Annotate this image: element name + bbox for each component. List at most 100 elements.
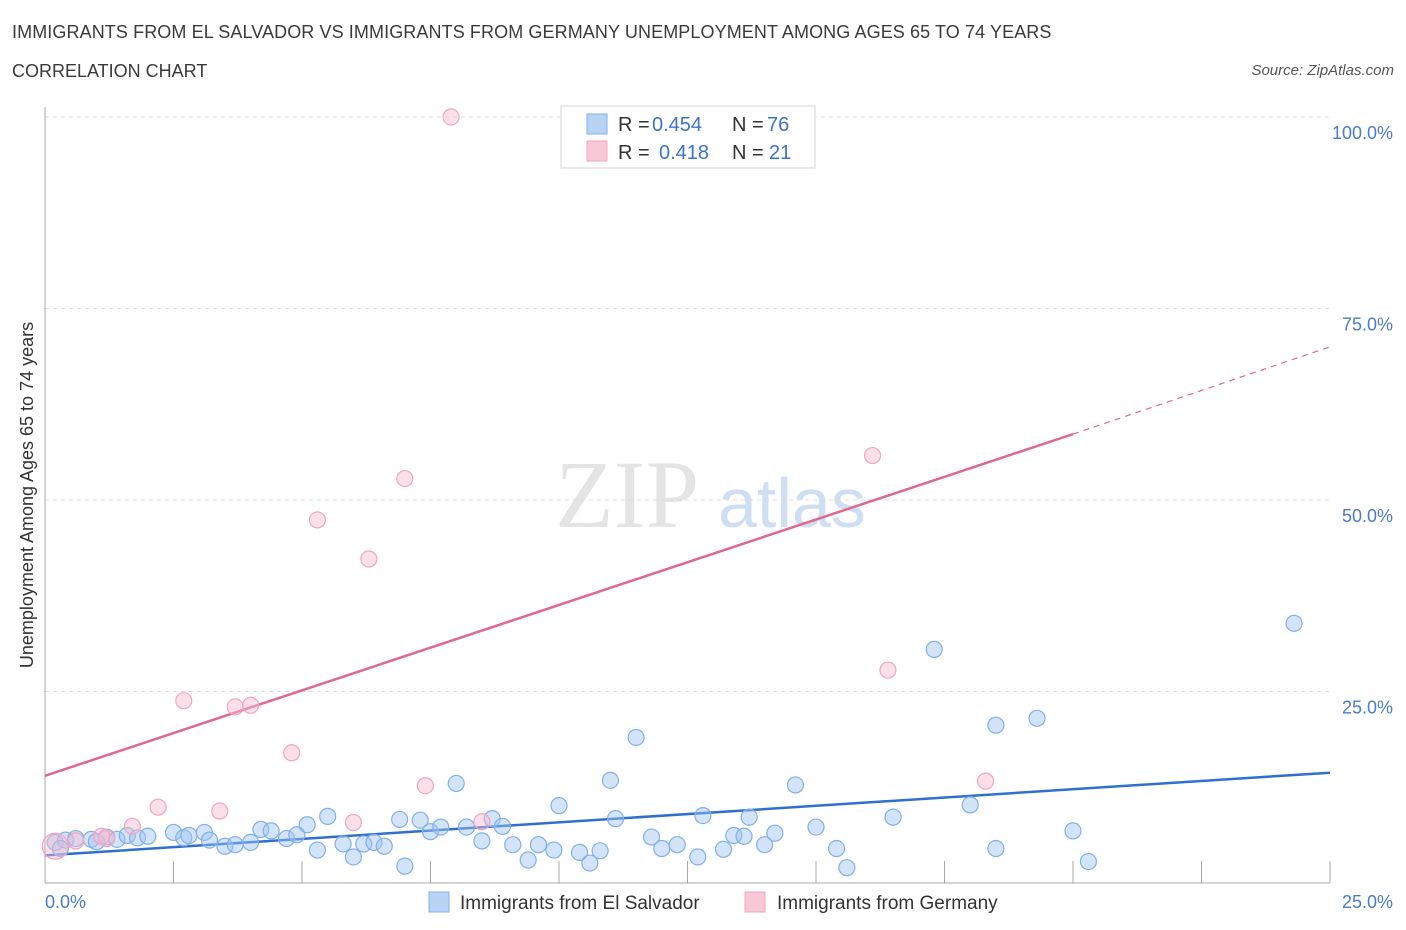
point-el-salvador [139,827,157,845]
point-el-salvador [606,810,625,828]
point-el-salvador [545,841,563,859]
point-el-salvador [344,848,362,866]
point-el-salvador [226,836,244,854]
point-el-salvador [504,836,522,854]
x-axis-ticks [173,861,1331,883]
bottom-legend-label-el-salvador: Immigrants from El Salvador [460,893,700,914]
point-el-salvador [447,774,465,793]
point-el-salvador [288,826,306,844]
point-el-salvador [529,836,548,854]
x-tick-label-max: 25.0% [1342,892,1393,912]
point-el-salvador [1028,709,1046,727]
bottom-legend-label-germany: Immigrants from Germany [777,893,998,914]
legend-n-label-1: N = [732,114,764,136]
legend-n-label-2: N = [732,142,764,164]
point-el-salvador [1285,614,1303,632]
point-el-salvador [550,797,568,815]
legend-n-value-2: 21 [769,142,791,164]
point-el-salvador [766,824,784,842]
point-germany [149,798,167,816]
point-el-salvador [391,810,409,829]
point-el-salvador [411,811,429,829]
point-el-salvador [827,839,846,858]
gridlines [45,116,1330,692]
point-el-salvador [838,859,856,877]
point-germany [863,446,882,465]
y-axis-label: Unemployment Among Ages 65 to 74 years [17,322,37,668]
point-germany [283,744,301,762]
point-el-salvador [375,837,393,855]
point-el-salvador [421,823,440,841]
point-el-salvador [493,817,512,835]
point-el-salvador [432,818,450,836]
point-germany [211,802,229,820]
point-el-salvador [118,826,136,845]
series-legend: Immigrants from El Salvador Immigrants f… [428,891,998,914]
point-el-salvador [642,828,661,846]
point-el-salvador [319,807,337,825]
point-el-salvador [714,840,733,858]
point-el-salvador [653,839,671,858]
trend-lines [44,346,1331,857]
point-el-salvador [755,836,774,854]
point-germany [416,777,434,795]
point-el-salvador [365,833,383,852]
y-tick-label-75: 75.0% [1342,315,1393,335]
point-el-salvador [591,842,609,860]
point-el-salvador [570,843,589,861]
point-el-salvador [581,854,599,872]
point-germany [344,813,362,832]
point-el-salvador [262,822,280,840]
x-tick-label-min: 0.0% [45,892,86,912]
point-germany [123,817,141,835]
series-germany [41,108,995,860]
point-germany [977,772,995,790]
point-germany [442,108,460,126]
y-tick-labels: 25.0% 50.0% 75.0% 100.0% [1332,123,1393,718]
chart-title: IMMIGRANTS FROM EL SALVADOR VS IMMIGRANT… [12,22,1052,42]
point-el-salvador [242,833,260,852]
point-germany [175,692,193,710]
point-el-salvador [884,808,902,826]
point-el-salvador [308,841,327,859]
trend-line-germany [44,432,1074,777]
point-el-salvador [740,808,758,826]
point-el-salvador [786,776,805,794]
point-el-salvador [689,848,707,866]
point-el-salvador [1079,852,1098,871]
point-el-salvador [807,818,825,836]
point-germany [242,696,260,714]
point-el-salvador [298,816,316,834]
y-tick-label-25: 25.0% [1342,698,1393,718]
legend-swatch-blue [586,113,608,135]
source-label: Source: ZipAtlas.com [1251,62,1394,79]
watermark-atlas: atlas [718,464,866,542]
point-el-salvador [396,857,414,875]
point-el-salvador [334,835,352,853]
point-germany [360,550,378,568]
legend-r-value-1: 0.454 [652,114,702,136]
point-germany [396,469,414,488]
bottom-legend-swatch-blue [428,891,450,913]
point-el-salvador [925,640,943,658]
point-el-salvador [519,851,537,869]
point-el-salvador [1064,822,1082,840]
watermark-zip: ZIP [555,441,699,548]
point-el-salvador [180,826,198,845]
point-germany [473,813,491,831]
point-el-salvador [627,728,645,747]
point-el-salvador [473,832,491,850]
point-el-salvador [668,836,686,854]
point-germany [226,698,244,716]
y-tick-label-100: 100.0% [1332,123,1393,143]
y-tick-label-50: 50.0% [1342,506,1393,526]
point-el-salvador [200,831,219,849]
bottom-legend-swatch-pink [744,891,766,913]
legend-r-label-1: R = [618,114,650,136]
correlation-legend: R = 0.454 N = 76 R = 0.418 N = 21 [560,105,816,169]
point-el-salvador [277,829,296,848]
trend-line-el-salvador [44,771,1331,857]
point-germany [92,827,111,845]
point-el-salvador [735,827,753,845]
